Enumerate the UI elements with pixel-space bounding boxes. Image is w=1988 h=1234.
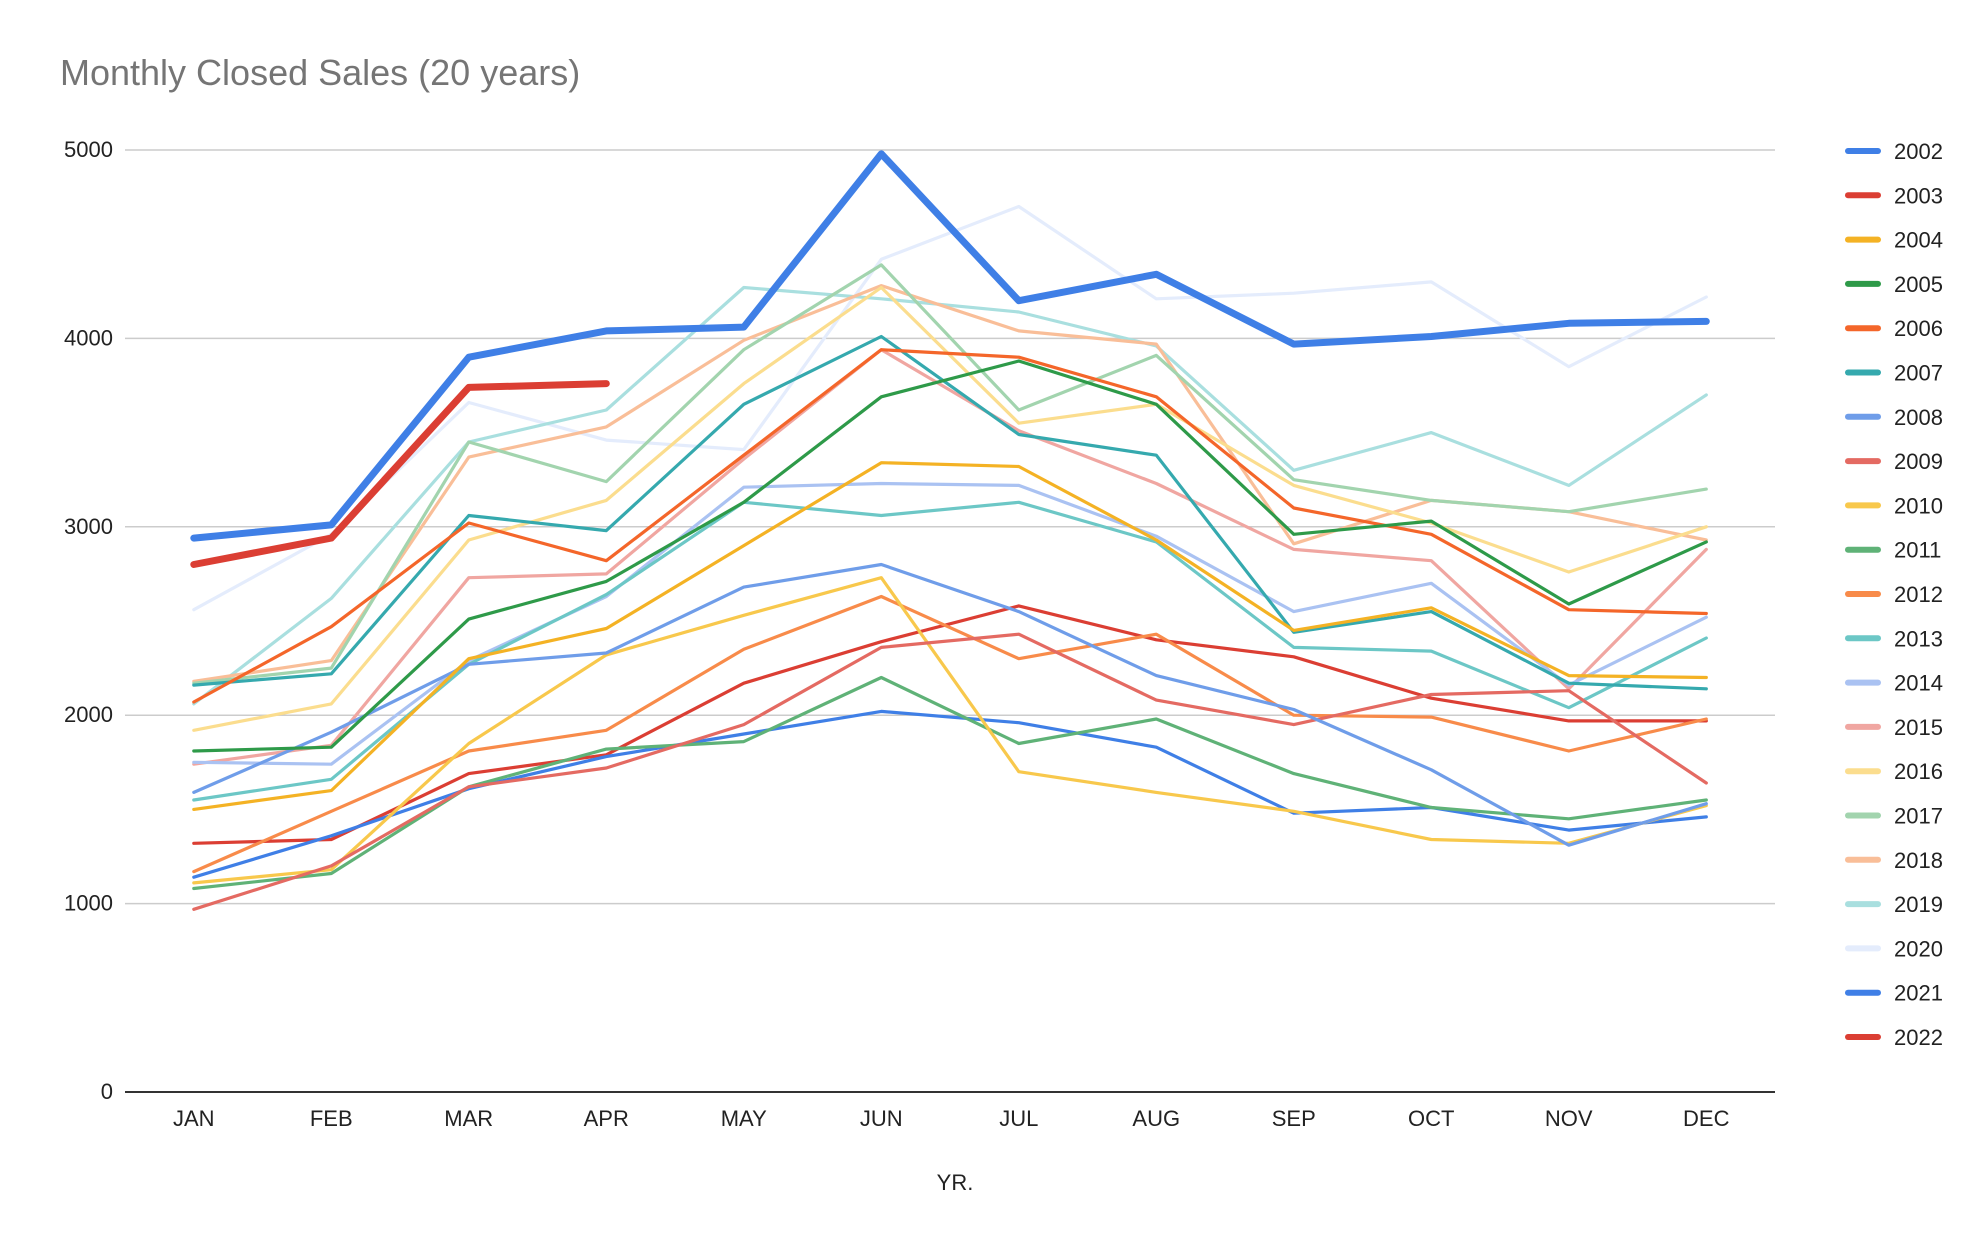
x-tick-label: AUG xyxy=(1132,1106,1180,1131)
series-line-2019 xyxy=(192,285,1708,706)
y-tick-label: 0 xyxy=(101,1079,113,1104)
series-line-2016 xyxy=(192,285,1708,732)
series-line-2021 xyxy=(192,709,1708,879)
legend-label: 2004 xyxy=(1894,228,1943,253)
x-tick-label: MAR xyxy=(444,1106,493,1131)
series-line-2002 xyxy=(190,150,1710,542)
legend-label: 2014 xyxy=(1894,671,1943,696)
gridlines xyxy=(125,149,1775,905)
chart-title: Monthly Closed Sales (20 years) xyxy=(60,52,581,93)
y-tick-label: 5000 xyxy=(64,137,113,162)
legend-label: 2016 xyxy=(1894,759,1943,784)
legend-label: 2013 xyxy=(1894,626,1943,651)
y-tick-label: 3000 xyxy=(64,514,113,539)
legend-label: 2020 xyxy=(1894,936,1943,961)
y-tick-label: 2000 xyxy=(64,702,113,727)
legend-label: 2019 xyxy=(1894,892,1943,917)
series-line-2017 xyxy=(192,263,1708,685)
legend-label: 2021 xyxy=(1894,981,1943,1006)
series-line-2003 xyxy=(190,380,610,568)
legend-label: 2022 xyxy=(1894,1025,1943,1050)
series-line-2004 xyxy=(192,461,1708,811)
legend-label: 2012 xyxy=(1894,582,1943,607)
legend-label: 2006 xyxy=(1894,316,1943,341)
x-tick-label: JUL xyxy=(999,1106,1038,1131)
x-tick-label: JAN xyxy=(173,1106,215,1131)
x-tick-label: JUN xyxy=(860,1106,903,1131)
series-line-2013 xyxy=(192,500,1708,802)
series-line-2012 xyxy=(192,594,1708,874)
x-tick-label: DEC xyxy=(1683,1106,1730,1131)
legend-label: 2008 xyxy=(1894,405,1943,430)
legend-label: 2011 xyxy=(1894,538,1941,563)
series-lines xyxy=(190,150,1710,911)
legend-label: 2003 xyxy=(1894,183,1943,208)
series-line-2006 xyxy=(192,348,1708,704)
series-line-2022 xyxy=(192,604,1708,845)
y-tick-labels: 0 1000 2000 3000 4000 5000 xyxy=(64,137,113,1104)
legend-label: 2005 xyxy=(1894,272,1943,297)
legend-label: 2009 xyxy=(1894,449,1943,474)
series-line-2009 xyxy=(192,632,1708,911)
y-tick-label: 4000 xyxy=(64,325,113,350)
legend: 2002 2003 2004 2005 2006 2007 2008 2009 2010 2011… xyxy=(1845,139,1943,1050)
x-tick-label: NOV xyxy=(1545,1106,1593,1131)
x-tick-label: MAY xyxy=(721,1106,767,1131)
legend-label: 2018 xyxy=(1894,848,1943,873)
x-tick-label: OCT xyxy=(1408,1106,1454,1131)
x-tick-label: FEB xyxy=(310,1106,353,1131)
y-tick-label: 1000 xyxy=(64,891,113,916)
series-line-2014 xyxy=(192,481,1708,766)
legend-label: 2002 xyxy=(1894,139,1943,164)
series-line-2020 xyxy=(192,204,1708,612)
x-axis-title: YR. xyxy=(937,1170,974,1195)
series-line-2005 xyxy=(192,359,1708,753)
x-tick-labels: JAN FEB MAR APR MAY JUN JUL AUG SEP OCT NOV DEC xyxy=(173,1106,1730,1131)
legend-label: 2017 xyxy=(1894,804,1943,829)
series-line-2011 xyxy=(192,675,1708,891)
series-line-2015 xyxy=(192,348,1708,766)
legend-label: 2015 xyxy=(1894,715,1943,740)
series-line-2010 xyxy=(192,576,1708,885)
x-tick-label: APR xyxy=(584,1106,629,1131)
legend-label: 2010 xyxy=(1894,493,1943,518)
legend-label: 2007 xyxy=(1894,361,1943,386)
series-line-2008 xyxy=(192,562,1708,847)
x-tick-label: SEP xyxy=(1272,1106,1316,1131)
